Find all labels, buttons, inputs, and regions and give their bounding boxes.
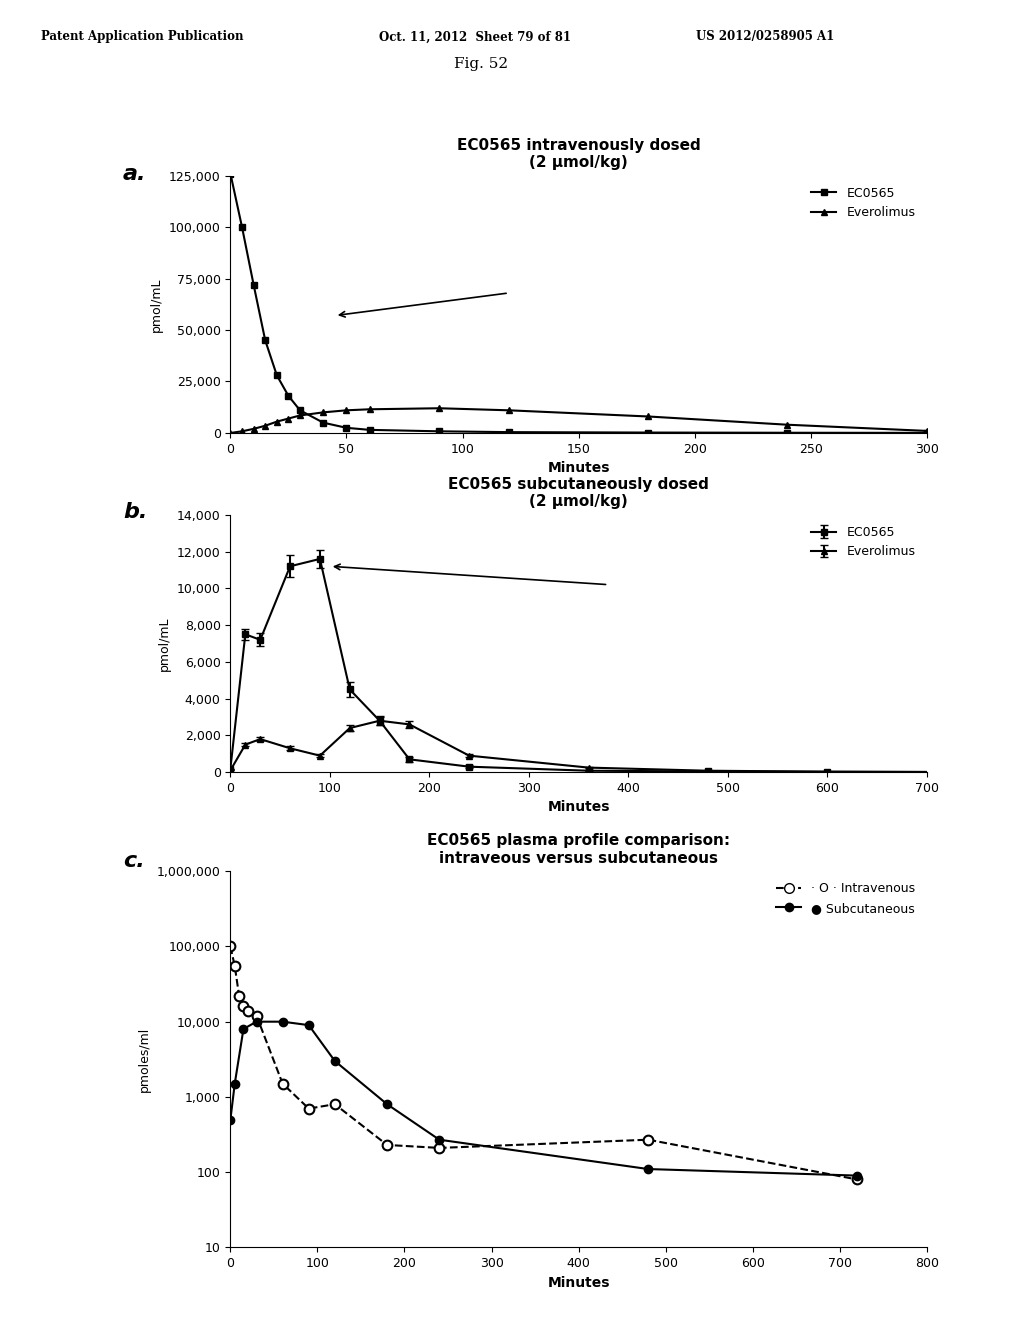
- Intravenous: [224, 939, 237, 954]
- Text: b.: b.: [123, 502, 147, 521]
- Text: a.: a.: [123, 164, 146, 183]
- X-axis label: Minutes: Minutes: [547, 461, 610, 475]
- EC0565: [364, 422, 376, 438]
- Intravenous: [238, 998, 250, 1014]
- Intravenous: [276, 1076, 289, 1092]
- Intravenous: [433, 1140, 445, 1156]
- Everolimus: [781, 417, 794, 433]
- Legend: · O · Intravenous, ● Subcutaneous: · O · Intravenous, ● Subcutaneous: [771, 878, 921, 920]
- Intravenous: [233, 987, 246, 1003]
- Subcutaneous: [329, 1053, 341, 1069]
- Everolimus: [259, 418, 271, 434]
- Text: US 2012/0258905 A1: US 2012/0258905 A1: [696, 30, 835, 44]
- Title: EC0565 subcutaneously dosed
(2 μmol/kg): EC0565 subcutaneously dosed (2 μmol/kg): [449, 477, 709, 510]
- Text: Fig. 52: Fig. 52: [455, 57, 508, 71]
- Intravenous: [228, 958, 241, 974]
- Subcutaneous: [238, 1022, 250, 1038]
- Intravenous: [250, 1007, 262, 1023]
- Legend: EC0565, Everolimus: EC0565, Everolimus: [807, 521, 921, 564]
- Text: Patent Application Publication: Patent Application Publication: [41, 30, 244, 44]
- EC0565: [248, 277, 260, 293]
- Everolimus: [294, 408, 306, 424]
- EC0565: [781, 425, 794, 441]
- Subcutaneous: [228, 1076, 241, 1092]
- Y-axis label: pmol/mL: pmol/mL: [159, 616, 171, 671]
- Line: Everolimus: Everolimus: [227, 405, 930, 437]
- Everolimus: [236, 424, 248, 440]
- Intravenous: [303, 1101, 315, 1117]
- Subcutaneous: [381, 1097, 393, 1113]
- EC0565: [259, 333, 271, 348]
- Everolimus: [283, 411, 295, 426]
- Everolimus: [340, 403, 352, 418]
- Line: Intravenous: Intravenous: [225, 941, 862, 1184]
- Subcutaneous: [642, 1162, 654, 1177]
- Subcutaneous: [250, 1014, 262, 1030]
- Line: Subcutaneous: Subcutaneous: [226, 1018, 861, 1180]
- Everolimus: [921, 422, 933, 438]
- Everolimus: [248, 421, 260, 437]
- EC0565: [433, 424, 445, 440]
- Everolimus: [317, 404, 330, 420]
- Text: Oct. 11, 2012  Sheet 79 of 81: Oct. 11, 2012 Sheet 79 of 81: [379, 30, 571, 44]
- EC0565: [340, 420, 352, 436]
- Intravenous: [242, 1003, 254, 1019]
- Everolimus: [433, 400, 445, 416]
- Subcutaneous: [433, 1131, 445, 1147]
- EC0565: [236, 219, 248, 235]
- Subcutaneous: [303, 1018, 315, 1034]
- Title: EC0565 plasma profile comparison:
intraveous versus subcutaneous: EC0565 plasma profile comparison: intrav…: [427, 833, 730, 866]
- Everolimus: [503, 403, 515, 418]
- Everolimus: [642, 409, 654, 425]
- Everolimus: [224, 425, 237, 441]
- X-axis label: Minutes: Minutes: [547, 800, 610, 814]
- Subcutaneous: [224, 1111, 237, 1127]
- Line: EC0565: EC0565: [227, 170, 930, 436]
- X-axis label: Minutes: Minutes: [547, 1275, 610, 1290]
- EC0565: [642, 425, 654, 441]
- EC0565: [317, 414, 330, 430]
- Y-axis label: pmol/mL: pmol/mL: [151, 277, 163, 331]
- Title: EC0565 intravenously dosed
(2 μmol/kg): EC0565 intravenously dosed (2 μmol/kg): [457, 137, 700, 170]
- Intravenous: [329, 1097, 341, 1113]
- Subcutaneous: [851, 1168, 863, 1184]
- Everolimus: [364, 401, 376, 417]
- Intravenous: [851, 1172, 863, 1188]
- Intravenous: [381, 1137, 393, 1152]
- Text: c.: c.: [123, 851, 144, 871]
- Subcutaneous: [276, 1014, 289, 1030]
- EC0565: [270, 367, 283, 383]
- EC0565: [294, 403, 306, 418]
- EC0565: [224, 165, 237, 181]
- Intravenous: [642, 1131, 654, 1147]
- Legend: EC0565, Everolimus: EC0565, Everolimus: [807, 182, 921, 224]
- Y-axis label: pmoles/ml: pmoles/ml: [138, 1027, 152, 1092]
- Everolimus: [270, 413, 283, 429]
- EC0565: [921, 425, 933, 441]
- EC0565: [503, 424, 515, 440]
- EC0565: [283, 388, 295, 404]
